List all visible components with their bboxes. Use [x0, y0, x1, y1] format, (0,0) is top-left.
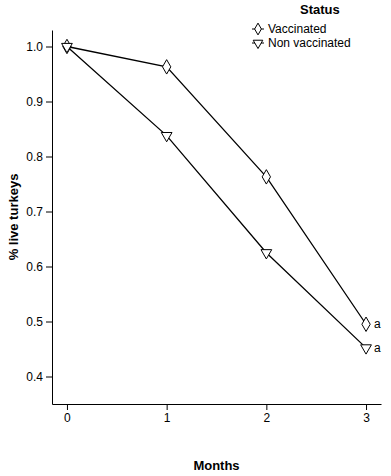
tick: 3 — [363, 404, 370, 425]
tick: 1 — [164, 404, 171, 425]
annotation: a — [374, 341, 381, 355]
tick-mark — [167, 404, 168, 410]
tick: 0.6 — [26, 260, 52, 274]
marker — [261, 250, 272, 259]
tick-mark — [46, 102, 52, 103]
tick-mark — [46, 157, 52, 158]
marker — [161, 132, 172, 141]
tick-mark — [46, 322, 52, 323]
annotation: a — [374, 317, 381, 331]
y-axis: 0.4 0.5 0.6 0.7 0.8 0.9 1.0 — [26, 31, 52, 405]
tick-mark — [46, 267, 52, 268]
tick-label: 1 — [164, 411, 171, 425]
legend-title: Status — [300, 2, 340, 17]
legend-label: Vaccinated — [268, 22, 326, 36]
tick-label: 2 — [264, 411, 271, 425]
tick-mark — [46, 377, 52, 378]
tick-label: 0.4 — [26, 370, 43, 384]
tick-label: 0.8 — [26, 150, 43, 164]
marker — [262, 170, 270, 184]
tick: 0 — [64, 404, 71, 425]
chart: 0 1 2 3 0.4 0.5 0.6 0.7 0.8 0.9 1.0 Months % live tu… — [0, 0, 391, 476]
series-line — [67, 47, 366, 348]
tick: 2 — [264, 404, 271, 425]
tick-label: 0.9 — [26, 95, 43, 109]
y-axis-title: % live turkeys — [6, 174, 21, 261]
tick-label: 0.6 — [26, 260, 43, 274]
marker — [362, 317, 370, 331]
tick-label: 0.7 — [26, 205, 43, 219]
tick-mark — [67, 404, 68, 410]
tick-label: 0.5 — [26, 315, 43, 329]
legend-label: Non vaccinated — [268, 36, 351, 50]
tick: 0.7 — [26, 205, 52, 219]
tick-mark — [46, 47, 52, 48]
marker — [361, 345, 372, 354]
plot-area — [62, 39, 372, 354]
tick-label: 3 — [363, 411, 370, 425]
axis-line — [53, 404, 382, 405]
tick: 0.5 — [26, 315, 52, 329]
x-axis-title: Months — [193, 458, 239, 473]
tick-mark — [46, 212, 52, 213]
legend: Status VaccinatedNon vaccinated — [252, 2, 351, 50]
legend-marker — [253, 40, 263, 48]
marker — [62, 43, 73, 52]
axis-line — [52, 31, 53, 405]
tick-mark — [366, 404, 367, 410]
tick-label: 1.0 — [26, 40, 43, 54]
series-line — [67, 47, 366, 325]
marker — [162, 60, 170, 74]
legend-marker — [255, 23, 262, 35]
tick-label: 0 — [64, 411, 71, 425]
tick: 0.8 — [26, 150, 52, 164]
tick: 0.4 — [26, 370, 52, 384]
tick: 1.0 — [26, 40, 52, 54]
tick: 0.9 — [26, 95, 52, 109]
x-axis: 0 1 2 3 — [53, 404, 382, 425]
tick-mark — [266, 404, 267, 410]
